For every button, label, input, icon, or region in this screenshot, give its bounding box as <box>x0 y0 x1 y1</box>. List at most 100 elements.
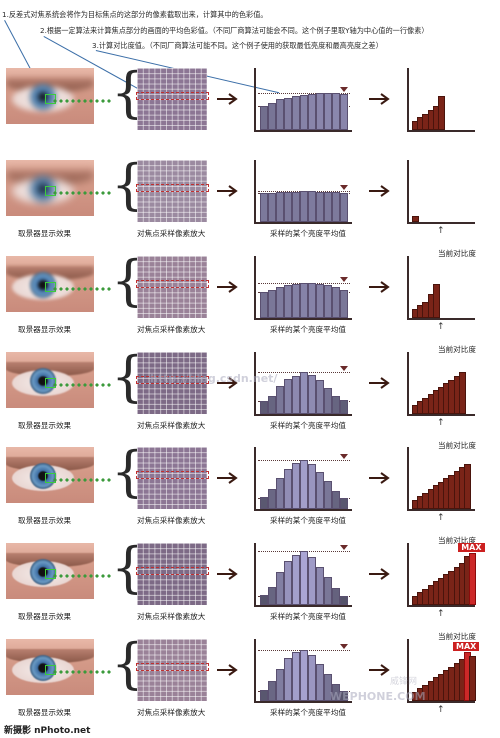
average-bar <box>300 372 308 414</box>
average-bar <box>308 464 316 509</box>
average-bar <box>268 681 276 701</box>
average-bar <box>276 191 284 222</box>
average-bar <box>276 478 284 509</box>
green-dotted-connector <box>52 191 112 195</box>
sample-row-highlight <box>136 184 209 192</box>
average-bar <box>316 663 324 701</box>
pipeline-row: { <box>0 62 500 157</box>
average-bar <box>316 191 324 222</box>
average-bar <box>284 561 292 605</box>
average-bar <box>340 596 348 605</box>
contrast-chart <box>407 352 475 416</box>
viewfinder-eye-image <box>6 639 94 695</box>
average-bar <box>284 468 292 509</box>
contrast-bar <box>412 216 419 222</box>
average-bar <box>284 191 292 222</box>
average-bar <box>268 102 276 130</box>
caption-viewfinder: 取景器显示效果 <box>18 612 72 621</box>
footer-bar: 新摄影 nPhoto.net <box>0 722 500 737</box>
average-bar <box>292 375 300 414</box>
average-bar <box>300 283 308 318</box>
average-bar <box>340 192 348 222</box>
average-bar <box>260 497 268 509</box>
viewfinder-eye-image <box>6 256 94 312</box>
average-bar <box>300 551 308 605</box>
average-bar <box>340 399 348 414</box>
green-dotted-connector <box>52 287 112 291</box>
right-arrow-icon <box>217 568 238 580</box>
average-bar <box>340 93 348 130</box>
viewfinder-eye-image <box>6 160 94 216</box>
average-bar <box>308 93 316 130</box>
triangle-marker-icon <box>340 277 348 282</box>
sampling-pixel-grid <box>136 68 209 130</box>
contrast-chart <box>407 447 475 511</box>
average-bar <box>260 291 268 318</box>
caption-average: 采样的某个亮度平均值 <box>270 229 346 238</box>
max-brightness-line <box>258 92 350 94</box>
up-arrow-icon: ↑ <box>437 609 445 619</box>
average-bar <box>300 95 308 130</box>
caption-viewfinder: 取景器显示效果 <box>18 229 72 238</box>
average-bar <box>308 374 316 414</box>
average-brightness-chart <box>254 256 352 320</box>
pipeline-row: {MAX↑取景器显示效果对焦点采样像素放大采样的某个亮度平均值当前对比度 <box>0 537 500 641</box>
caption-viewfinder: 取景器显示效果 <box>18 708 72 717</box>
average-bar <box>340 289 348 318</box>
viewfinder-eye-image <box>6 352 94 408</box>
green-dotted-connector <box>52 99 112 103</box>
average-bar <box>292 96 300 130</box>
pipeline-row: {↑ 取景器显示效果 对焦点采样像素放大 采样的某个亮度平均值 当前对比度 <box>0 250 500 354</box>
caption-sampling: 对焦点采样像素放大 <box>137 325 206 334</box>
sampling-pixel-grid <box>136 256 209 318</box>
contrast-bar <box>464 463 471 509</box>
contrast-bar <box>469 655 477 701</box>
caption-average: 采样的某个亮度平均值 <box>270 516 346 525</box>
average-bar <box>284 379 292 414</box>
average-bar <box>324 285 332 318</box>
average-brightness-chart <box>254 447 352 511</box>
sampling-pixel-grid <box>136 352 209 414</box>
caption-viewfinder: 取景器显示效果 <box>18 516 72 525</box>
average-bar <box>324 191 332 222</box>
average-bar <box>332 191 340 222</box>
note-2: 2.根据一定算法来计算焦点部分的画面的平均色彩值。（不同厂商算法可能会不同。这个… <box>40 26 429 35</box>
average-bar <box>300 649 308 701</box>
average-bar <box>324 92 332 130</box>
average-bar <box>316 284 324 318</box>
pipeline-row: {↑ 取景器显示效果 对焦点采样像素放大 采样的某个亮度平均值 当前对比度 <box>0 346 500 450</box>
average-bar <box>340 498 348 509</box>
contrast-chart <box>407 160 475 224</box>
caption-average: 采样的某个亮度平均值 <box>270 421 346 430</box>
average-brightness-chart <box>254 352 352 416</box>
average-bar <box>324 387 332 414</box>
right-arrow-icon <box>217 185 238 197</box>
average-bar <box>292 284 300 318</box>
sampling-pixel-grid <box>136 160 209 222</box>
caption-viewfinder: 取景器显示效果 <box>18 421 72 430</box>
triangle-marker-icon <box>340 366 348 372</box>
watermark-brand: WEPHONE.COM <box>330 690 426 703</box>
right-arrow-icon <box>369 664 390 676</box>
caption-average: 采样的某个亮度平均值 <box>270 325 346 334</box>
max-label: MAX <box>453 642 480 652</box>
right-arrow-icon <box>369 281 390 293</box>
watermark-blog: http://blog.csdn.net/ <box>150 372 278 385</box>
right-arrow-icon <box>369 568 390 580</box>
average-bar <box>268 489 276 509</box>
up-arrow-icon: ↑ <box>437 705 445 715</box>
contrast-chart: MAX <box>407 639 480 703</box>
viewfinder-eye-image <box>6 68 94 124</box>
right-arrow-icon <box>369 377 390 389</box>
average-brightness-chart <box>254 639 352 703</box>
average-bar <box>300 459 308 509</box>
average-bar <box>332 395 340 414</box>
right-arrow-icon <box>217 472 238 484</box>
average-bar <box>260 690 268 701</box>
right-arrow-icon <box>217 377 238 389</box>
contrast-bar <box>438 95 445 130</box>
contrast-chart: MAX <box>407 542 485 607</box>
average-bar <box>276 669 284 701</box>
sample-row-highlight <box>136 376 209 384</box>
